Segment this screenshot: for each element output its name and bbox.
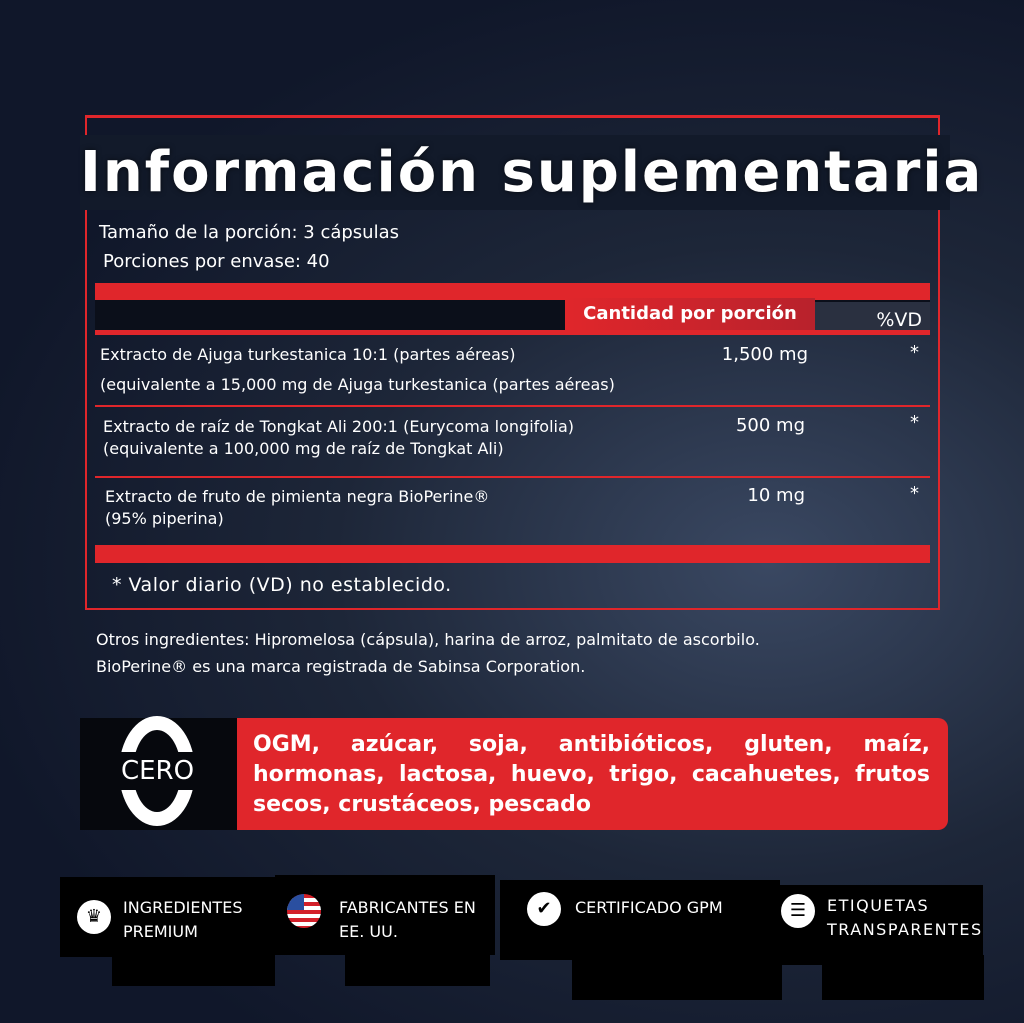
feature-premium-ingredients: INGREDIENTES PREMIUM: [123, 896, 242, 944]
serving-size: Tamaño de la porción: 3 cápsulas: [99, 222, 399, 243]
table-row: Extracto de raíz de Tongkat Ali 200:1 (E…: [103, 416, 574, 460]
feature-transparent-labels: ETIQUETAS TRANSPARENTES: [827, 894, 983, 942]
row-separator: [95, 476, 930, 478]
feature-bg: [345, 950, 490, 986]
servings-per-container: Porciones por envase: 40: [103, 251, 330, 272]
label-list-icon: ☰: [781, 894, 815, 928]
divider-bar: [95, 283, 930, 300]
feature-bg: [112, 950, 275, 986]
page-title: Información suplementaria: [80, 140, 984, 205]
row-separator: [95, 405, 930, 407]
ingredient-name: Extracto de Ajuga turkestanica 10:1 (par…: [100, 345, 516, 364]
ingredient-amount: 10 mg: [747, 485, 805, 506]
free-from-list: OGM, azúcar, soja, antibióticos, gluten,…: [237, 718, 948, 830]
header-dv: %VD: [815, 302, 930, 331]
footnote: * Valor diario (VD) no establecido.: [112, 574, 452, 596]
table-row: Extracto de Ajuga turkestanica 10:1 (par…: [100, 341, 615, 399]
feature-gmp-certified: CERTIFICADO GPM: [575, 896, 723, 920]
other-ingredients: Otros ingredientes: Hipromelosa (cápsula…: [96, 630, 760, 649]
supplement-facts-frame: [85, 115, 940, 610]
ingredient-detail: (equivalente a 100,000 mg de raíz de Ton…: [103, 439, 504, 458]
us-flag-icon: [287, 894, 321, 928]
crown-icon: ♛: [77, 900, 111, 934]
ingredient-amount: 500 mg: [735, 415, 805, 436]
feature-label: INGREDIENTES: [123, 898, 243, 917]
feature-label: ETIQUETAS: [827, 896, 930, 915]
certified-check-icon: ✔: [527, 892, 561, 926]
divider-bar: [95, 545, 930, 563]
ingredient-amount: 1,500 mg: [721, 344, 808, 365]
feature-label: PREMIUM: [123, 922, 198, 941]
feature-label: CERTIFICADO GPM: [575, 898, 723, 917]
ingredient-name: Extracto de raíz de Tongkat Ali 200:1 (E…: [103, 417, 575, 436]
feature-label: TRANSPARENTES: [827, 920, 983, 939]
header-amount: Cantidad por porción: [565, 298, 815, 330]
feature-made-in-usa: FABRICANTES EN EE. UU.: [339, 896, 476, 944]
ingredient-dv: *: [910, 412, 919, 433]
cero-label: CERO: [105, 752, 210, 790]
feature-label: EE. UU.: [339, 922, 398, 941]
ingredient-dv: *: [910, 342, 919, 363]
trademark-note: BioPerine® es una marca registrada de Sa…: [96, 657, 586, 676]
ingredient-detail: (equivalente a 15,000 mg de Ajuga turkes…: [100, 375, 615, 394]
ingredient-name: Extracto de fruto de pimienta negra BioP…: [105, 487, 490, 506]
ingredient-detail: (95% piperina): [105, 509, 224, 528]
feature-bg: [572, 955, 782, 1000]
table-row: Extracto de fruto de pimienta negra BioP…: [105, 486, 489, 530]
ingredient-dv: *: [910, 483, 919, 504]
title-background: [80, 135, 950, 210]
feature-label: FABRICANTES EN: [339, 898, 476, 917]
divider-bar: [95, 330, 930, 335]
feature-bg: [822, 955, 984, 1000]
